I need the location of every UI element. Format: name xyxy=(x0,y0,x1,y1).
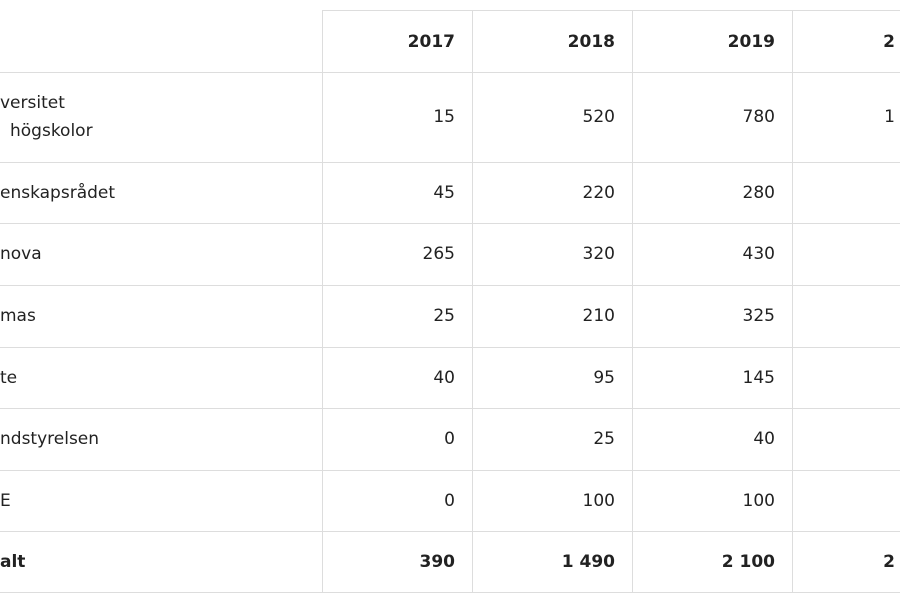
cell: 40 xyxy=(433,367,455,388)
column-header: 2018 xyxy=(567,32,615,52)
cell: 210 xyxy=(582,306,615,326)
cell: 0 xyxy=(444,429,455,449)
row-label: högskolor xyxy=(10,121,93,141)
cell: 0 xyxy=(444,490,455,511)
cell: 2 100 xyxy=(721,551,775,572)
row-label: ndstyrelsen xyxy=(0,429,100,449)
row-label: alt xyxy=(0,551,26,572)
cell: 25 xyxy=(433,306,455,326)
cell: 2 xyxy=(883,551,895,572)
border xyxy=(632,10,633,592)
cell: 100 xyxy=(742,490,775,511)
cell: 430 xyxy=(742,244,775,264)
border xyxy=(322,10,323,592)
border xyxy=(0,408,900,409)
cell: 390 xyxy=(419,551,456,572)
cell: 220 xyxy=(582,182,615,203)
cell: 1 xyxy=(884,107,895,127)
cell: 520 xyxy=(582,107,615,127)
row-label: nova xyxy=(0,244,42,264)
border xyxy=(322,10,900,11)
column-header: 2 xyxy=(883,32,895,52)
cell: 280 xyxy=(742,182,775,203)
cell: 95 xyxy=(593,367,615,388)
cell: 1 490 xyxy=(561,551,615,572)
cell: 40 xyxy=(753,429,775,449)
cell: 25 xyxy=(593,429,615,449)
cell: 780 xyxy=(742,107,775,127)
cell: 145 xyxy=(742,367,775,388)
border xyxy=(0,223,900,224)
border xyxy=(0,531,900,532)
cell: 325 xyxy=(742,306,775,326)
row-label: mas xyxy=(0,306,36,326)
border xyxy=(472,10,473,592)
border xyxy=(0,470,900,471)
border xyxy=(0,592,900,593)
cell: 15 xyxy=(433,107,455,127)
cell: 320 xyxy=(582,244,615,264)
cell: 45 xyxy=(433,182,455,203)
row-label: enskapsrådet xyxy=(0,182,116,203)
border xyxy=(0,285,900,286)
cell: 265 xyxy=(422,244,455,264)
border xyxy=(792,10,793,592)
cell: 100 xyxy=(582,490,615,511)
row-label: E xyxy=(0,490,11,511)
row-label: versitet xyxy=(0,93,65,113)
border xyxy=(0,72,900,73)
column-header: 2019 xyxy=(727,32,775,52)
border xyxy=(0,347,900,348)
row-label: te xyxy=(0,367,18,388)
border xyxy=(0,162,900,163)
column-header: 2017 xyxy=(407,32,455,52)
